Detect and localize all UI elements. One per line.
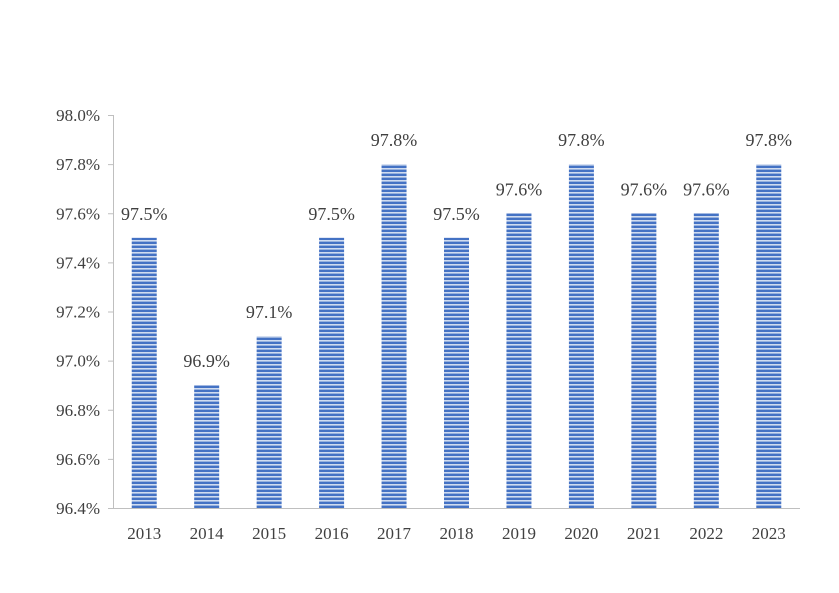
- bar-2014: [194, 385, 220, 508]
- bar-2018: [444, 237, 469, 508]
- x-tick-label: 2021: [627, 524, 661, 543]
- data-label-2018: 97.5%: [433, 204, 480, 224]
- bar-2019: [506, 213, 532, 508]
- bar-2015: [256, 336, 282, 508]
- y-tick-label: 97.0%: [56, 352, 100, 371]
- data-label-2016: 97.5%: [308, 204, 355, 224]
- y-tick-label: 97.6%: [56, 204, 100, 223]
- data-label-2019: 97.6%: [496, 179, 543, 199]
- data-labels: 97.5% 96.9% 97.1% 97.5% 97.8% 97.5% 97.6% 97.8%…: [121, 130, 792, 371]
- data-label-2023: 97.8%: [746, 130, 793, 150]
- x-tick-label: 2013: [127, 524, 161, 543]
- x-tick-label: 2015: [252, 524, 286, 543]
- x-tick-label: 2016: [315, 524, 349, 543]
- bar-2020: [568, 164, 594, 508]
- bar-2013: [131, 237, 157, 508]
- x-tick-label: 2019: [502, 524, 536, 543]
- data-label-2022: 97.6%: [683, 179, 730, 199]
- y-tick-label: 96.8%: [56, 401, 100, 420]
- x-tick-label: 2018: [440, 524, 474, 543]
- y-tick-label: 96.6%: [56, 450, 100, 469]
- x-axis: 2013 2014 2015 2016 2017 2018 2019 2020 2021 2022…: [127, 524, 786, 543]
- y-tick-label: 97.8%: [56, 155, 100, 174]
- x-tick-label: 2020: [564, 524, 598, 543]
- data-label-2015: 97.1%: [246, 302, 293, 322]
- x-tick-label: 2017: [377, 524, 412, 543]
- bar-2021: [631, 213, 657, 508]
- data-label-2014: 96.9%: [183, 351, 230, 371]
- x-tick-label: 2014: [190, 524, 225, 543]
- y-tick-label: 96.4%: [56, 499, 100, 518]
- data-label-2021: 97.6%: [621, 179, 668, 199]
- bar-2022: [693, 213, 719, 508]
- bar-2016: [319, 237, 345, 508]
- y-tick-label: 97.4%: [56, 253, 100, 272]
- x-tick-label: 2023: [752, 524, 786, 543]
- data-label-2020: 97.8%: [558, 130, 605, 150]
- bar-series: [131, 164, 782, 508]
- y-tick-label: 98.0%: [56, 106, 100, 125]
- bar-2017: [381, 164, 407, 508]
- data-label-2013: 97.5%: [121, 204, 168, 224]
- data-label-2017: 97.8%: [371, 130, 418, 150]
- y-axis: 96.4% 96.6% 96.8% 97.0% 97.2% 97.4% 97.6% 97.8%…: [56, 106, 113, 518]
- bar-2023: [756, 164, 782, 508]
- x-tick-label: 2022: [689, 524, 723, 543]
- y-tick-label: 97.2%: [56, 303, 100, 322]
